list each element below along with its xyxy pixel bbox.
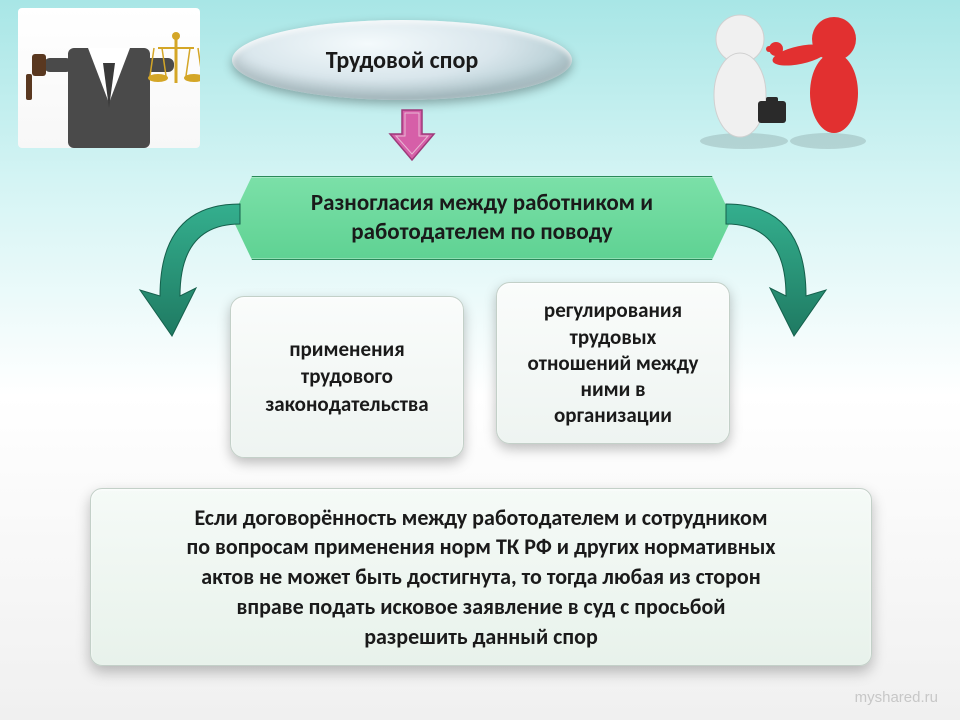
dispute-figures-image	[682, 8, 872, 148]
conclusion-box: Если договорённость между работодателем …	[90, 488, 872, 666]
box-legislation: применения трудового законодательства	[230, 296, 464, 458]
down-arrow	[388, 108, 436, 162]
box-legislation-text: применения трудового законодательства	[265, 336, 428, 418]
watermark: myshared.ru	[855, 689, 938, 706]
box-regulation-text: регулирования трудовых отношений между н…	[528, 297, 699, 428]
definition-text: Разногласия между работником и работодат…	[311, 189, 653, 247]
title-oval: Трудовой спор	[232, 20, 572, 100]
box-regulation: регулирования трудовых отношений между н…	[496, 282, 730, 444]
title-text: Трудовой спор	[326, 46, 479, 75]
definition-banner: Разногласия между работником и работодат…	[232, 176, 732, 260]
conclusion-text: Если договорённость между работодателем …	[186, 503, 775, 651]
justice-figure-image	[18, 8, 200, 148]
